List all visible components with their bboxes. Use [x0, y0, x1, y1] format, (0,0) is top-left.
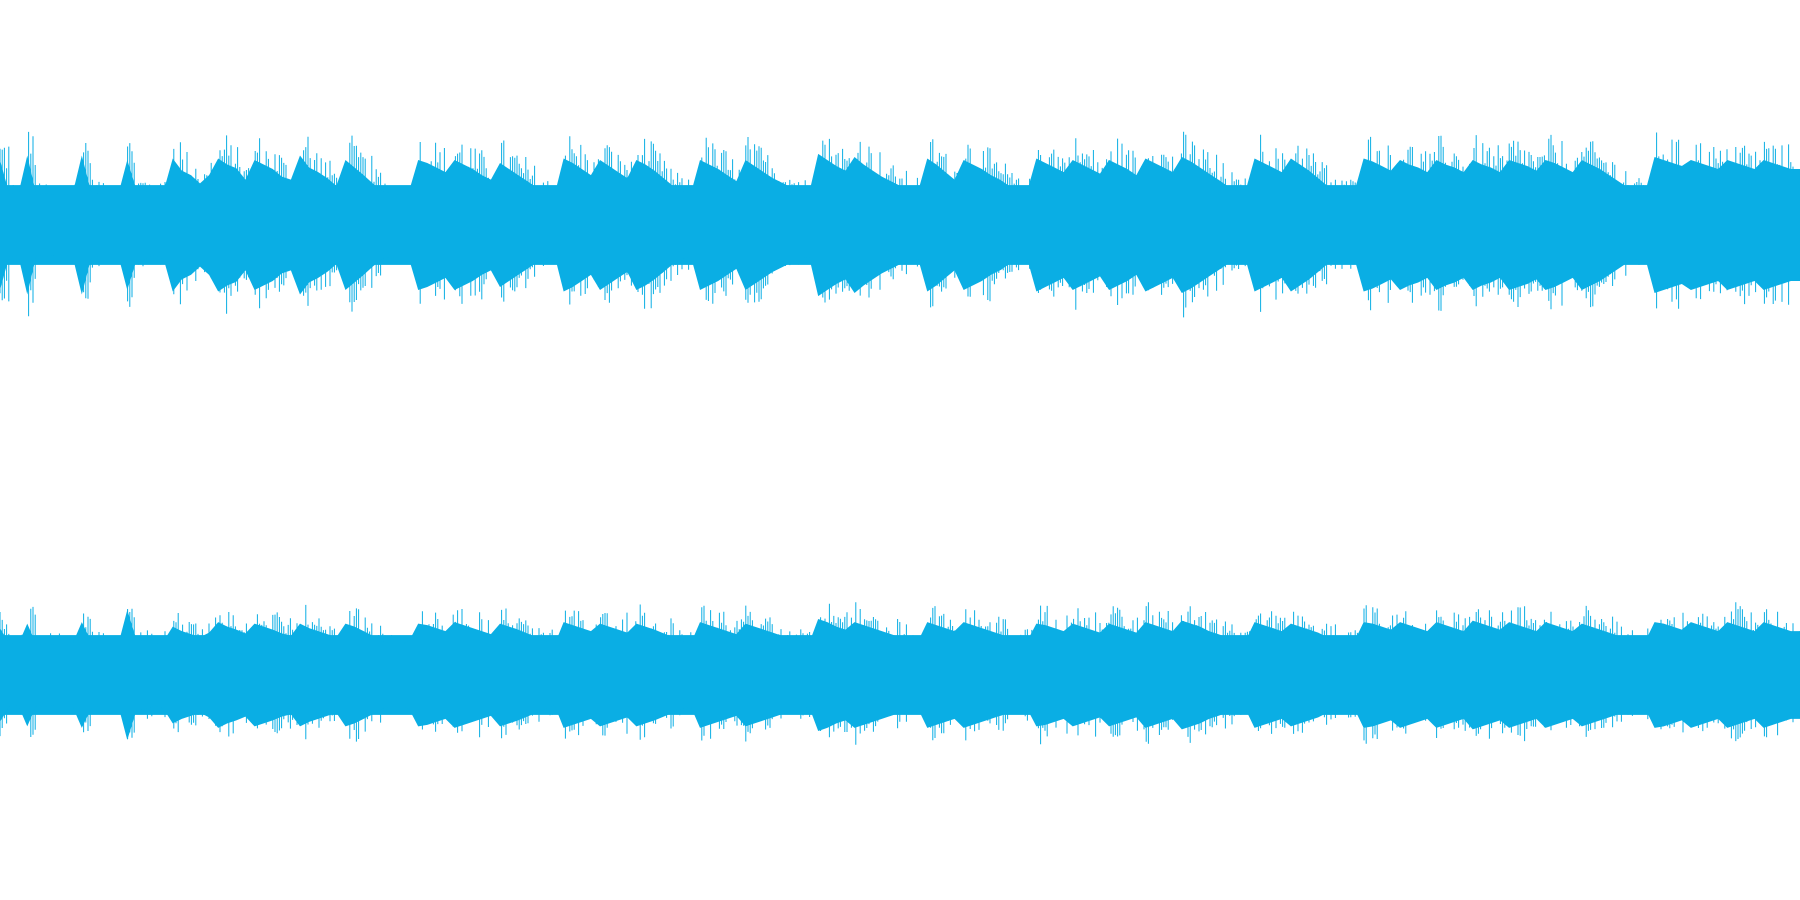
waveform-samples	[0, 131, 1800, 318]
waveform-samples	[0, 602, 1800, 745]
waveform-channel-right	[0, 602, 1800, 745]
waveform-channel-left	[0, 131, 1800, 318]
